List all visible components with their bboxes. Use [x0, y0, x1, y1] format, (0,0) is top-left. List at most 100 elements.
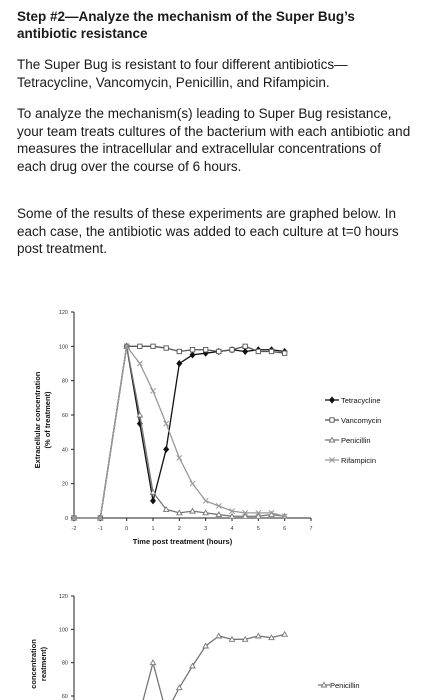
- data-point-vancomycin: [282, 350, 288, 356]
- data-point-tetracycline: [163, 445, 170, 453]
- series-line-vancomycin: [74, 345, 285, 519]
- method-paragraph: To analyze the mechanism(s) leading to S…: [17, 106, 411, 174]
- data-point-rifampicin: [123, 343, 130, 350]
- y-axis-label: Extracellular concentration(% of treatme…: [33, 371, 52, 468]
- data-point-penicillin: [268, 634, 275, 641]
- series-line-penicillin: [74, 346, 285, 519]
- data-point-penicillin: [175, 684, 183, 691]
- y-axis-label-line: (% of treatment): [43, 391, 52, 449]
- data-point-rifampicin: [136, 360, 143, 367]
- legend-label-penicillin: Penicillin: [341, 436, 371, 445]
- data-point-rifampicin: [150, 388, 156, 394]
- series-line-tetracycline: [74, 346, 285, 519]
- y-tick-label: 80: [62, 379, 68, 385]
- y-tick-label: 100: [59, 627, 68, 633]
- data-point-rifampicin: [176, 454, 183, 461]
- y-tick-label: 120: [59, 310, 68, 316]
- data-point-penicillin: [215, 632, 223, 639]
- legend-marker-penicillin: [328, 436, 336, 443]
- data-point-rifampicin: [281, 513, 288, 520]
- data-point-vancomycin: [150, 343, 156, 349]
- data-point-penicillin: [254, 512, 262, 519]
- data-point-rifampicin: [71, 515, 77, 521]
- data-point-rifampicin: [242, 509, 249, 516]
- data-point-rifampicin: [255, 509, 262, 516]
- data-point-tetracycline: [189, 351, 196, 359]
- data-point-rifampicin: [97, 515, 104, 521]
- series-line-rifampicin: [74, 344, 285, 519]
- data-point-vancomycin: [268, 348, 275, 355]
- legend-marker-tetracycline: [329, 396, 335, 404]
- y-axis-label-line: concentration: [29, 639, 38, 689]
- y-axis-label-line: reatment): [39, 646, 48, 681]
- data-point-penicillin: [215, 511, 223, 518]
- section-heading: Step #2—Analyze the mechanism of the Sup…: [17, 9, 355, 41]
- y-tick-label: 80: [62, 661, 68, 667]
- data-point-penicillin: [162, 505, 170, 512]
- y-tick-label: 60: [62, 694, 68, 700]
- data-point-tetracycline: [150, 497, 156, 505]
- legend-label-tetracycline: Tetracycline: [341, 396, 381, 405]
- data-point-penicillin: [228, 635, 236, 642]
- data-point-vancomycin: [242, 343, 248, 349]
- data-point-rifampicin: [215, 503, 222, 509]
- results-paragraph: Some of the results of these experiments…: [17, 206, 399, 256]
- x-tick-label: 6: [283, 526, 286, 532]
- data-point-rifampicin: [189, 480, 196, 487]
- legend-marker-rifampicin: [329, 457, 335, 463]
- x-tick-label: 4: [230, 526, 233, 532]
- x-tick-label: -2: [72, 526, 77, 532]
- legend-label-penicillin: Penicillin: [330, 681, 360, 690]
- y-tick-label: 20: [62, 482, 68, 488]
- legend-marker-penicillin: [320, 681, 328, 688]
- x-axis-label: Time post treatment (hours): [133, 537, 233, 546]
- x-tick-label: 5: [257, 526, 260, 532]
- data-point-penicillin: [189, 662, 196, 669]
- x-tick-label: 0: [125, 526, 128, 532]
- data-point-penicillin: [189, 507, 196, 514]
- data-point-penicillin: [281, 630, 289, 637]
- legend-label-vancomycin: Vancomycin: [341, 416, 381, 425]
- data-point-penicillin: [254, 632, 262, 639]
- y-axis-label: concentrationreatment): [29, 639, 48, 689]
- data-point-rifampicin: [268, 509, 275, 516]
- series-line-penicillin: [142, 633, 285, 700]
- x-tick-label: 1: [151, 526, 154, 532]
- y-tick-label: 40: [62, 447, 68, 453]
- data-point-rifampicin: [229, 508, 235, 515]
- intro-paragraph: The Super Bug is resistant to four diffe…: [17, 57, 348, 90]
- data-point-penicillin: [175, 509, 183, 516]
- data-point-vancomycin: [189, 347, 196, 353]
- data-point-penicillin: [136, 411, 144, 418]
- series-rifampicin: [71, 343, 288, 521]
- y-tick-label: 120: [59, 594, 68, 600]
- y-tick-label: 60: [62, 413, 68, 419]
- data-point-rifampicin: [202, 497, 209, 504]
- x-tick-label: 3: [204, 526, 207, 532]
- data-point-penicillin: [149, 488, 157, 495]
- data-point-tetracycline: [242, 347, 249, 356]
- data-point-vancomycin: [176, 348, 182, 355]
- legend-label-rifampicin: Rifampicin: [341, 456, 376, 465]
- data-point-vancomycin: [255, 348, 261, 355]
- y-tick-label: 0: [65, 516, 68, 522]
- data-point-rifampicin: [163, 420, 170, 427]
- x-tick-label: 7: [309, 526, 312, 532]
- y-tick-label: 100: [59, 344, 68, 350]
- extracellular-concentration-chart: 0 20 40 60 80 100 120 -2 -1 0 1 2 3 4 5 6 7 Time post tre…: [33, 310, 381, 546]
- data-point-penicillin: [149, 659, 157, 666]
- x-tick-label: 2: [178, 526, 181, 532]
- legend-marker-vancomycin: [329, 417, 335, 423]
- data-point-penicillin: [241, 635, 249, 642]
- data-point-tetracycline: [176, 359, 183, 368]
- series-penicillin: [142, 630, 289, 700]
- data-point-penicillin: [202, 509, 210, 516]
- data-point-penicillin: [202, 642, 210, 649]
- intracellular-concentration-chart: 60 80 100 120 concentrationreatment) Penicill…: [29, 594, 360, 700]
- y-axis-label-line: Extracellular concentration: [33, 371, 42, 468]
- data-point-penicillin: [241, 512, 249, 519]
- data-point-vancomycin: [137, 343, 143, 349]
- data-point-vancomycin: [163, 345, 169, 351]
- data-point-vancomycin: [229, 347, 235, 353]
- data-point-vancomycin: [203, 347, 209, 353]
